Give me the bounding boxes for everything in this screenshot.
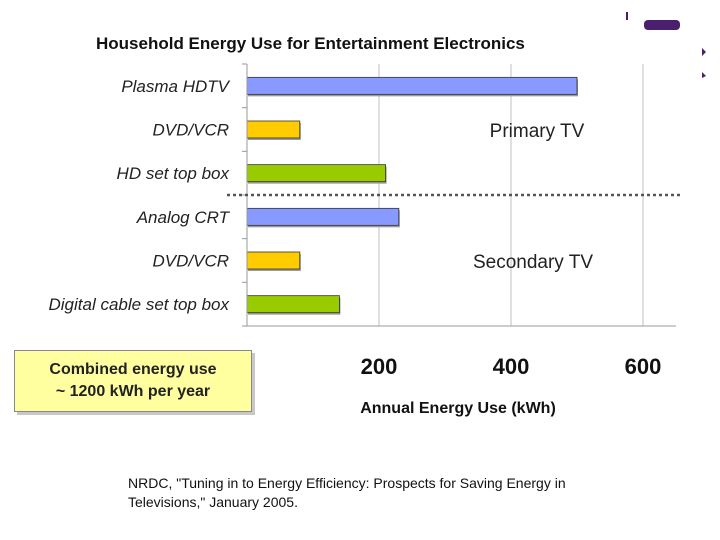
- x-axis-title: Annual Energy Use (kWh): [360, 400, 556, 417]
- bar: [246, 120, 301, 139]
- category-label: Analog CRT: [136, 208, 231, 227]
- category-label: DVD/VCR: [152, 252, 229, 271]
- x-tick-label: 200: [361, 354, 398, 379]
- bar: [246, 164, 387, 183]
- category-label: Plasma HDTV: [121, 77, 230, 96]
- chart-title: Household Energy Use for Entertainment E…: [96, 34, 525, 53]
- group-label: Secondary TV: [473, 252, 593, 273]
- callout-line-1: Combined energy use: [49, 361, 217, 378]
- x-tick-label: 600: [625, 354, 662, 379]
- bar: [246, 295, 340, 314]
- callout-line-2: ~ 1200 kWh per year: [55, 383, 211, 400]
- presentation-logo-icon: [620, 8, 710, 83]
- source-citation: NRDC, "Tuning in to Energy Efficiency: P…: [128, 475, 566, 510]
- bar: [246, 207, 400, 226]
- bar: [246, 251, 301, 270]
- category-label: Digital cable set top box: [49, 295, 230, 314]
- category-label: DVD/VCR: [152, 121, 229, 140]
- category-label: HD set top box: [117, 164, 230, 183]
- x-tick-label: 400: [493, 354, 530, 379]
- combined-energy-callout: Combined energy use ~ 1200 kWh per year: [14, 350, 252, 412]
- bar: [246, 76, 578, 95]
- group-label: Primary TV: [490, 121, 585, 142]
